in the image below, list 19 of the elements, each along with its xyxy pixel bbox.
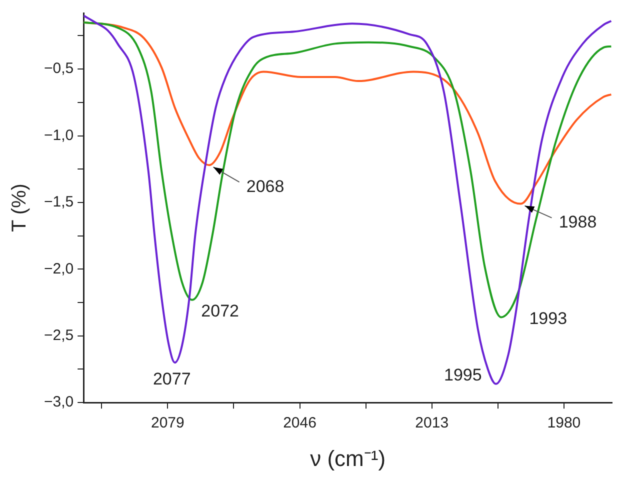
annotation: 2077	[152, 369, 191, 388]
y-axis-title: T (%)	[8, 184, 31, 232]
x-tick-label: 2013	[415, 414, 449, 432]
annotation: 2072	[201, 302, 240, 321]
annotation: 1988	[558, 212, 597, 232]
y-tick-label: −1,0	[44, 126, 74, 144]
y-tick-label: −1,5	[44, 194, 74, 211]
line-series	[84, 14, 612, 385]
y-tick-label: −3,0	[44, 394, 74, 411]
x-tick-label: 1980	[547, 414, 581, 432]
x-axis-title: ν (cm⁻¹)	[310, 446, 386, 471]
annotation: 1995	[444, 366, 482, 385]
y-tick-label: −2,0	[44, 260, 74, 278]
annotation: 1993	[529, 308, 568, 328]
x-tick-label: 2046	[283, 414, 316, 432]
y-tick-label: −0,5	[44, 60, 74, 78]
annotation: 2068	[246, 176, 284, 196]
x-tick-label: 2079	[150, 414, 184, 432]
y-tick-label: −2,5	[44, 327, 74, 344]
